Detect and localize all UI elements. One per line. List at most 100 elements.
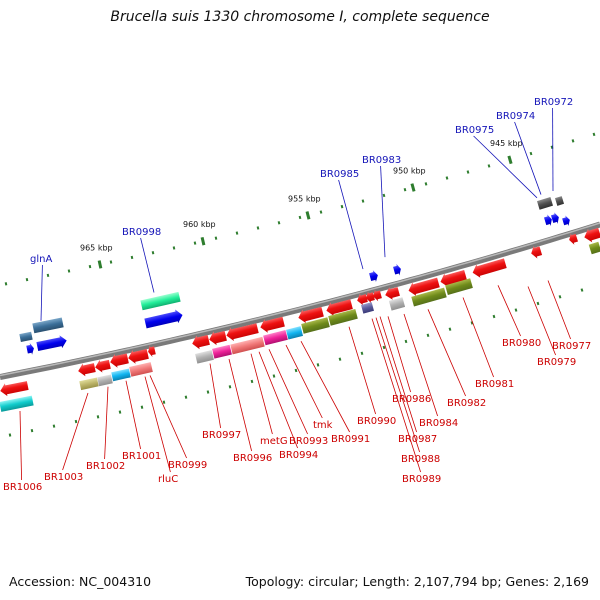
reverse-gene-arrow[interactable] <box>439 268 468 289</box>
reverse-gene-arrow[interactable] <box>94 358 111 374</box>
gene-box[interactable] <box>79 377 99 391</box>
gene-label-top[interactable]: BR0972 <box>534 97 573 108</box>
gene-label-bottom[interactable]: BR1003 <box>44 472 83 483</box>
reverse-gene-arrow[interactable] <box>529 244 543 259</box>
forward-gene-arrow[interactable] <box>144 308 184 330</box>
gene-label-bottom[interactable]: tmk <box>313 420 333 431</box>
reverse-gene-arrow[interactable] <box>567 232 578 246</box>
gene-box[interactable] <box>263 330 288 346</box>
gene-label-bottom[interactable]: BR0989 <box>402 474 441 485</box>
reverse-gene-arrow[interactable] <box>109 352 130 370</box>
reverse-gene-arrow[interactable] <box>147 344 156 358</box>
reverse-gene-arrow[interactable] <box>384 285 401 301</box>
strand-dot <box>272 374 276 378</box>
strand-dot <box>96 415 100 419</box>
reverse-gene-arrow[interactable] <box>372 288 383 302</box>
ruler-dot <box>88 264 92 269</box>
gene-label-top[interactable]: BR0983 <box>362 155 401 166</box>
gene-box[interactable] <box>286 326 303 340</box>
gene-label-bottom[interactable]: BR0984 <box>419 418 458 429</box>
gene-label-bottom[interactable]: BR1001 <box>122 451 161 462</box>
gene-label-bottom[interactable]: rluC <box>158 474 178 485</box>
gene-label-bottom[interactable]: BR0982 <box>447 398 486 409</box>
gene-label-bottom[interactable]: metG <box>260 436 288 447</box>
gene-label-bottom[interactable]: BR0987 <box>398 434 437 445</box>
gene-box[interactable] <box>97 374 113 387</box>
gene-box[interactable] <box>19 331 33 342</box>
gene-label-bottom[interactable]: BR0979 <box>537 357 576 368</box>
label-leader-line <box>300 341 350 433</box>
gene-label-top[interactable]: BR0998 <box>122 227 161 238</box>
gene-box[interactable] <box>301 317 330 334</box>
strand-dot <box>580 288 584 292</box>
gene-label-bottom[interactable]: BR0977 <box>552 341 591 352</box>
gene-box[interactable] <box>361 302 374 314</box>
ruler-dot <box>382 193 386 198</box>
gene-box[interactable] <box>32 317 64 334</box>
gene-label-bottom[interactable]: BR0993 <box>289 436 328 447</box>
gene-box[interactable] <box>129 362 153 377</box>
gene-label-bottom[interactable]: BR0996 <box>233 453 272 464</box>
gene-label-bottom[interactable]: BR0988 <box>401 454 440 465</box>
gene-box[interactable] <box>411 287 447 307</box>
gene-label-bottom[interactable]: BR0999 <box>168 460 207 471</box>
label-leader-line <box>250 353 273 435</box>
gene-box[interactable] <box>195 350 214 364</box>
reverse-gene-arrow[interactable] <box>407 276 441 298</box>
gene-label-bottom[interactable]: BR0981 <box>475 379 514 390</box>
forward-gene-arrow[interactable] <box>36 334 68 353</box>
gene-label-bottom[interactable]: BR0997 <box>202 430 241 441</box>
ruler-dot <box>361 199 365 203</box>
label-leader-line <box>338 179 364 270</box>
gene-box[interactable] <box>554 196 565 206</box>
gene-box[interactable] <box>536 197 554 210</box>
gene-label-bottom[interactable]: BR0994 <box>279 450 318 461</box>
gene-box[interactable] <box>388 297 406 311</box>
reverse-gene-arrow[interactable] <box>225 321 259 342</box>
gene-label-top[interactable]: glnA <box>30 254 52 265</box>
gene-box[interactable] <box>140 291 181 311</box>
reverse-gene-arrow[interactable] <box>208 329 228 347</box>
gene-label-bottom[interactable]: BR1006 <box>3 482 42 493</box>
reverse-gene-arrow[interactable] <box>0 379 29 397</box>
label-leader-line <box>527 286 556 356</box>
gene-label-bottom[interactable]: BR0991 <box>331 434 370 445</box>
gene-label-top[interactable]: BR0974 <box>496 111 535 122</box>
reverse-gene-arrow[interactable] <box>582 226 600 244</box>
gene-label-bottom[interactable]: BR0990 <box>357 416 396 427</box>
reverse-gene-arrow[interactable] <box>259 315 286 334</box>
ruler-tick-label: 945 kbp <box>490 139 523 148</box>
strand-dot <box>426 333 430 338</box>
gene-box[interactable] <box>212 344 232 359</box>
reverse-gene-arrow[interactable] <box>365 290 376 304</box>
forward-gene-arrow[interactable] <box>543 214 553 228</box>
reverse-gene-arrow[interactable] <box>191 333 211 351</box>
gene-box[interactable] <box>111 368 131 382</box>
ruler-dot <box>130 255 134 260</box>
forward-gene-arrow[interactable] <box>550 211 560 225</box>
reverse-gene-arrow[interactable] <box>356 292 369 306</box>
gene-label-top[interactable]: BR0985 <box>320 169 359 180</box>
ruler-dot <box>487 164 491 168</box>
ruler-dot <box>592 132 596 137</box>
reverse-gene-arrow[interactable] <box>77 361 96 377</box>
gene-box[interactable] <box>0 395 34 412</box>
gene-label-bottom[interactable]: BR1002 <box>86 461 125 472</box>
strand-dot <box>360 351 364 356</box>
forward-gene-arrow[interactable] <box>369 269 380 283</box>
forward-gene-arrow[interactable] <box>562 215 572 228</box>
gene-box[interactable] <box>230 336 265 355</box>
label-leader-line <box>379 316 417 433</box>
forward-gene-arrow[interactable] <box>26 342 35 355</box>
gene-box[interactable] <box>445 278 473 295</box>
reverse-gene-arrow[interactable] <box>127 347 150 365</box>
reverse-gene-arrow[interactable] <box>325 297 354 317</box>
reverse-gene-arrow[interactable] <box>297 305 325 325</box>
gene-box[interactable] <box>588 241 600 255</box>
reverse-gene-arrow[interactable] <box>471 256 508 279</box>
gene-label-bottom[interactable]: BR0980 <box>502 338 541 349</box>
gene-label-bottom[interactable]: BR0986 <box>392 394 431 405</box>
gene-label-top[interactable]: BR0975 <box>455 125 494 136</box>
forward-gene-arrow[interactable] <box>393 263 403 276</box>
gene-box[interactable] <box>328 308 358 326</box>
